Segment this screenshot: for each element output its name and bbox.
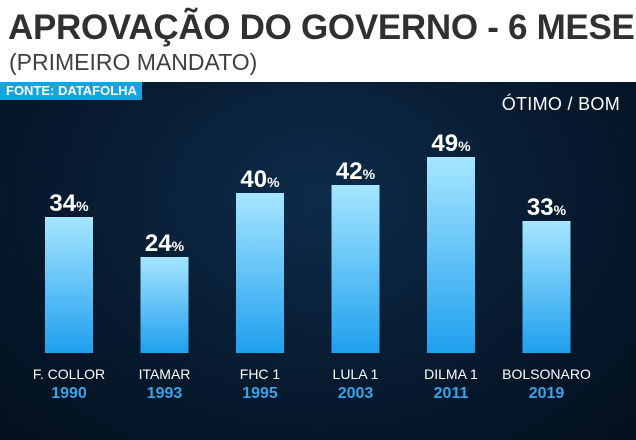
source-label: FONTE: DATAFOLHA [0, 82, 142, 100]
year-label-fhc-1: 1995 [242, 385, 278, 402]
header-banner: APROVAÇÃO DO GOVERNO - 6 MESES (PRIMEIRO… [0, 0, 636, 82]
value-label-bolsonaro: 33% [527, 194, 567, 221]
value-label-itamar: 24% [145, 230, 185, 257]
bar-fhc-1 [236, 193, 284, 353]
category-label-dilma-1: DILMA 1 [424, 366, 478, 382]
category-label-f-collor: F. COLLOR [33, 366, 105, 382]
bar-itamar [140, 257, 189, 353]
bar-lula-1 [331, 185, 380, 353]
category-label-fhc-1: FHC 1 [240, 366, 281, 382]
bar-dilma-1 [427, 157, 475, 353]
value-label-f-collor: 34% [49, 190, 89, 217]
year-label-dilma-1: 2011 [434, 385, 469, 402]
value-label-fhc-1: 40% [240, 166, 280, 193]
year-label-itamar: 1993 [147, 385, 183, 402]
year-label-f-collor: 1990 [51, 385, 87, 402]
series-legend: ÓTIMO / BOM [501, 94, 620, 114]
bar-f-collor [45, 217, 93, 353]
year-label-lula-1: 2003 [338, 385, 374, 402]
year-label-bolsonaro: 2019 [529, 385, 565, 402]
bars-group: 34% F. COLLOR 1990 24% ITAMAR 1993 40% FHC 1 199… [33, 130, 591, 402]
chart-subtitle: (PRIMEIRO MANDATO) [9, 49, 258, 75]
category-label-lula-1: LULA 1 [333, 366, 379, 382]
value-label-dilma-1: 49% [431, 130, 471, 157]
bar-bolsonaro [522, 221, 571, 353]
value-label-lula-1: 42% [336, 158, 376, 185]
chart-title: APROVAÇÃO DO GOVERNO - 6 MESES [8, 8, 636, 47]
category-label-itamar: ITAMAR [139, 366, 191, 382]
category-label-bolsonaro: BOLSONARO [502, 366, 591, 382]
